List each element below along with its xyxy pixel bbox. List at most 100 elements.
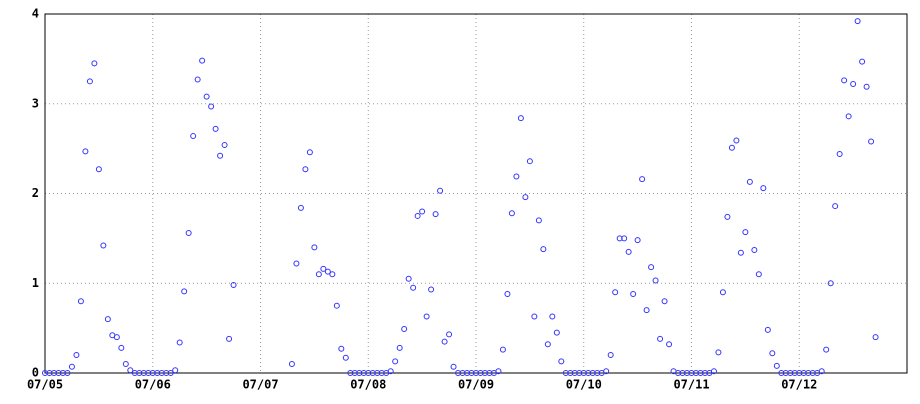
point bbox=[558, 358, 565, 365]
point bbox=[86, 78, 93, 85]
point bbox=[64, 370, 71, 376]
point bbox=[522, 194, 529, 201]
point bbox=[540, 246, 547, 253]
point bbox=[136, 370, 143, 376]
point bbox=[580, 370, 587, 376]
point bbox=[437, 187, 444, 194]
point bbox=[787, 370, 794, 376]
x-tick-label: 07/11 bbox=[673, 378, 709, 392]
point bbox=[504, 291, 511, 298]
y-tick-label: 4 bbox=[32, 7, 39, 21]
point bbox=[612, 289, 619, 296]
point bbox=[526, 158, 533, 165]
point bbox=[42, 370, 48, 376]
point bbox=[68, 363, 75, 370]
point bbox=[715, 349, 722, 356]
point bbox=[459, 370, 466, 376]
point bbox=[185, 229, 192, 236]
point bbox=[495, 368, 502, 375]
point bbox=[230, 282, 237, 289]
point bbox=[764, 326, 771, 333]
point bbox=[688, 370, 695, 376]
point bbox=[845, 113, 852, 120]
point bbox=[697, 370, 704, 376]
point bbox=[410, 284, 417, 291]
point bbox=[769, 350, 776, 357]
x-tick-label: 07/12 bbox=[781, 378, 817, 392]
point bbox=[450, 363, 457, 370]
point bbox=[859, 58, 866, 65]
point bbox=[50, 370, 57, 376]
point bbox=[805, 370, 812, 376]
point bbox=[652, 277, 659, 284]
point bbox=[194, 76, 201, 83]
point bbox=[360, 370, 367, 376]
point bbox=[755, 271, 762, 278]
point bbox=[455, 370, 462, 376]
y-tick-label: 2 bbox=[32, 186, 39, 200]
point bbox=[212, 125, 219, 132]
point bbox=[477, 370, 484, 376]
point bbox=[441, 338, 448, 345]
point bbox=[639, 176, 646, 183]
point bbox=[387, 368, 394, 375]
point bbox=[733, 137, 740, 144]
point bbox=[863, 83, 870, 90]
point bbox=[872, 334, 879, 341]
point bbox=[396, 344, 403, 351]
point bbox=[315, 271, 322, 278]
point bbox=[172, 367, 179, 374]
point bbox=[203, 93, 210, 100]
point bbox=[208, 103, 215, 110]
point bbox=[657, 335, 664, 342]
point bbox=[800, 370, 807, 376]
point bbox=[122, 361, 129, 368]
point bbox=[773, 362, 780, 369]
point bbox=[589, 370, 596, 376]
point bbox=[481, 370, 488, 376]
point bbox=[746, 178, 753, 185]
point bbox=[675, 370, 682, 376]
point bbox=[320, 265, 327, 272]
point bbox=[333, 302, 340, 309]
point bbox=[293, 260, 300, 267]
point bbox=[751, 247, 758, 254]
point bbox=[535, 217, 542, 224]
point bbox=[374, 370, 381, 376]
y-tick-label: 1 bbox=[32, 276, 39, 290]
point bbox=[329, 271, 336, 278]
point bbox=[221, 142, 228, 149]
point bbox=[692, 370, 699, 376]
point bbox=[306, 149, 313, 156]
point bbox=[486, 370, 493, 376]
point bbox=[145, 370, 152, 376]
y-tick-label: 0 bbox=[32, 366, 39, 380]
point bbox=[616, 235, 623, 242]
point bbox=[778, 370, 785, 376]
point bbox=[728, 144, 735, 151]
point bbox=[468, 370, 475, 376]
point bbox=[737, 249, 744, 256]
point bbox=[140, 370, 147, 376]
point bbox=[432, 211, 439, 218]
x-tick-label: 07/10 bbox=[566, 378, 602, 392]
point bbox=[100, 242, 107, 249]
point bbox=[423, 313, 430, 320]
point bbox=[823, 346, 830, 353]
point bbox=[446, 331, 453, 338]
point bbox=[419, 208, 426, 215]
point bbox=[297, 204, 304, 211]
point bbox=[392, 358, 399, 365]
point bbox=[401, 326, 408, 333]
point bbox=[782, 370, 789, 376]
point bbox=[724, 213, 731, 220]
point bbox=[661, 298, 668, 305]
point bbox=[338, 345, 345, 352]
point bbox=[127, 367, 134, 374]
point bbox=[163, 370, 170, 376]
point bbox=[544, 341, 551, 348]
point bbox=[324, 268, 331, 275]
point bbox=[405, 275, 412, 282]
point bbox=[827, 280, 834, 287]
point bbox=[594, 370, 601, 376]
